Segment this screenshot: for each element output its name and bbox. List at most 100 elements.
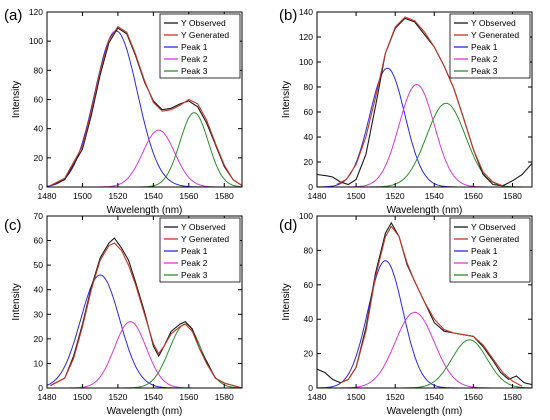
- peak-3-curve: [317, 102, 532, 187]
- x-tick-label: 1540: [144, 392, 163, 402]
- panel-label: (a): [4, 7, 22, 24]
- legend-label: Peak 1: [181, 42, 208, 52]
- y-tick-label: 60: [304, 280, 314, 290]
- legend-label: Y Generated: [181, 30, 229, 40]
- legend-label: Peak 2: [181, 54, 208, 64]
- y-observed-line: [317, 17, 532, 187]
- y-tick-label: 40: [304, 132, 314, 142]
- legend-box: [159, 217, 241, 283]
- y-tick-label: 10: [34, 358, 44, 368]
- y-tick-label: 100: [299, 211, 313, 221]
- y-tick-label: 140: [299, 7, 313, 17]
- y-axis-title: Intensity: [281, 81, 292, 118]
- y-tick-label: 60: [34, 95, 44, 105]
- x-tick-label: 1520: [108, 191, 127, 201]
- y-tick-label: 80: [304, 245, 314, 255]
- y-generated-line: [50, 25, 242, 186]
- legend-label: Peak 1: [471, 246, 498, 256]
- y-tick-label: 50: [34, 260, 44, 270]
- x-tick-label: 1580: [503, 392, 522, 402]
- x-tick-label: 1560: [179, 191, 198, 201]
- legend-label: Peak 3: [471, 66, 498, 76]
- peak-1-curve: [47, 274, 242, 388]
- y-tick-label: 40: [304, 314, 314, 324]
- x-axis-title: Wavelength (nm): [107, 205, 183, 216]
- y-observed-line: [50, 237, 242, 388]
- x-tick-label: 1520: [386, 392, 405, 402]
- y-tick-label: 30: [34, 309, 44, 319]
- x-tick-label: 1480: [38, 392, 57, 402]
- legend-label: Y Observed: [471, 18, 516, 28]
- x-axis-title: Wavelength (nm): [387, 205, 463, 216]
- y-tick-label: 20: [304, 349, 314, 359]
- y-tick-label: 20: [34, 334, 44, 344]
- y-tick-label: 100: [299, 57, 313, 67]
- x-tick-label: 1580: [215, 392, 234, 402]
- x-tick-label: 1540: [144, 191, 163, 201]
- x-tick-label: 1500: [347, 392, 366, 402]
- y-tick-label: 60: [34, 236, 44, 246]
- x-tick-label: 1560: [464, 392, 483, 402]
- x-axis-title: Wavelength (nm): [387, 406, 463, 417]
- y-axis-title: Intensity: [11, 283, 22, 320]
- legend-label: Peak 1: [471, 42, 498, 52]
- legend-box: [449, 13, 531, 79]
- legend-label: Y Generated: [471, 30, 519, 40]
- x-tick-label: 1540: [425, 191, 444, 201]
- legend-label: Y Generated: [471, 234, 519, 244]
- x-tick-label: 1520: [108, 392, 127, 402]
- x-tick-label: 1480: [308, 191, 327, 201]
- y-generated-line: [50, 242, 242, 388]
- x-tick-label: 1580: [215, 191, 234, 201]
- chart-panel-a: (a) 1480 1500 1520 1540 1560 1580 0 20 40 60 80 100 1…: [4, 7, 243, 216]
- y-tick-label: 70: [34, 211, 44, 221]
- y-tick-label: 20: [34, 153, 44, 163]
- panel-label: (b): [279, 7, 297, 24]
- legend-label: Y Observed: [181, 222, 226, 232]
- y-generated-line: [336, 16, 503, 187]
- y-tick-label: 0: [38, 383, 43, 393]
- axes-frame: [46, 215, 243, 389]
- x-tick-label: 1560: [179, 392, 198, 402]
- peak-2-curve: [47, 321, 242, 388]
- y-tick-label: 100: [29, 36, 43, 46]
- legend-box: [449, 217, 531, 283]
- panel-label: (c): [4, 217, 22, 234]
- chart-panel-b: (b) 1480 1500 1520 1540 1560 1580 0 20 40 60 80 100 1…: [279, 7, 533, 216]
- legend-label: Y Observed: [181, 18, 226, 28]
- legend: Y Observed Y Generated Peak 1 Peak 2 Peak 3: [159, 13, 241, 79]
- axes-frame: [316, 215, 533, 389]
- legend: Y Observed Y Generated Peak 1 Peak 2 Peak 3: [449, 13, 531, 79]
- x-tick-label: 1520: [386, 191, 405, 201]
- x-tick-label: 1580: [503, 191, 522, 201]
- axes-frame: [316, 11, 533, 188]
- legend: Y Observed Y Generated Peak 1 Peak 2 Peak 3: [449, 217, 531, 283]
- y-tick-label: 40: [34, 124, 44, 134]
- legend-label: Peak 3: [181, 66, 208, 76]
- peak-2-curve: [317, 83, 532, 187]
- peak-1-curve: [317, 260, 532, 388]
- legend-label: Peak 3: [471, 270, 498, 280]
- legend-label: Peak 2: [471, 54, 498, 64]
- peak-1-curve: [317, 67, 532, 187]
- peak-3-curve: [317, 339, 532, 388]
- y-tick-label: 80: [34, 65, 44, 75]
- legend-label: Peak 3: [181, 270, 208, 280]
- y-tick-label: 0: [38, 182, 43, 192]
- x-axis-title: Wavelength (nm): [107, 406, 183, 417]
- x-tick-label: 1500: [347, 191, 366, 201]
- y-tick-label: 120: [299, 32, 313, 42]
- y-axis-title: Intensity: [11, 81, 22, 118]
- legend: Y Observed Y Generated Peak 1 Peak 2 Peak 3: [159, 217, 241, 283]
- y-tick-label: 0: [308, 182, 313, 192]
- y-tick-label: 0: [308, 383, 313, 393]
- legend-label: Peak 1: [181, 246, 208, 256]
- x-tick-label: 1500: [73, 392, 92, 402]
- x-tick-label: 1480: [38, 191, 57, 201]
- y-tick-label: 20: [304, 157, 314, 167]
- chart-panel-d: (d) 1480 1500 1520 1540 1560 1580 0 20 40 60 80 100 W…: [279, 211, 533, 417]
- x-tick-label: 1480: [308, 392, 327, 402]
- x-tick-label: 1500: [73, 191, 92, 201]
- legend-box: [159, 13, 241, 79]
